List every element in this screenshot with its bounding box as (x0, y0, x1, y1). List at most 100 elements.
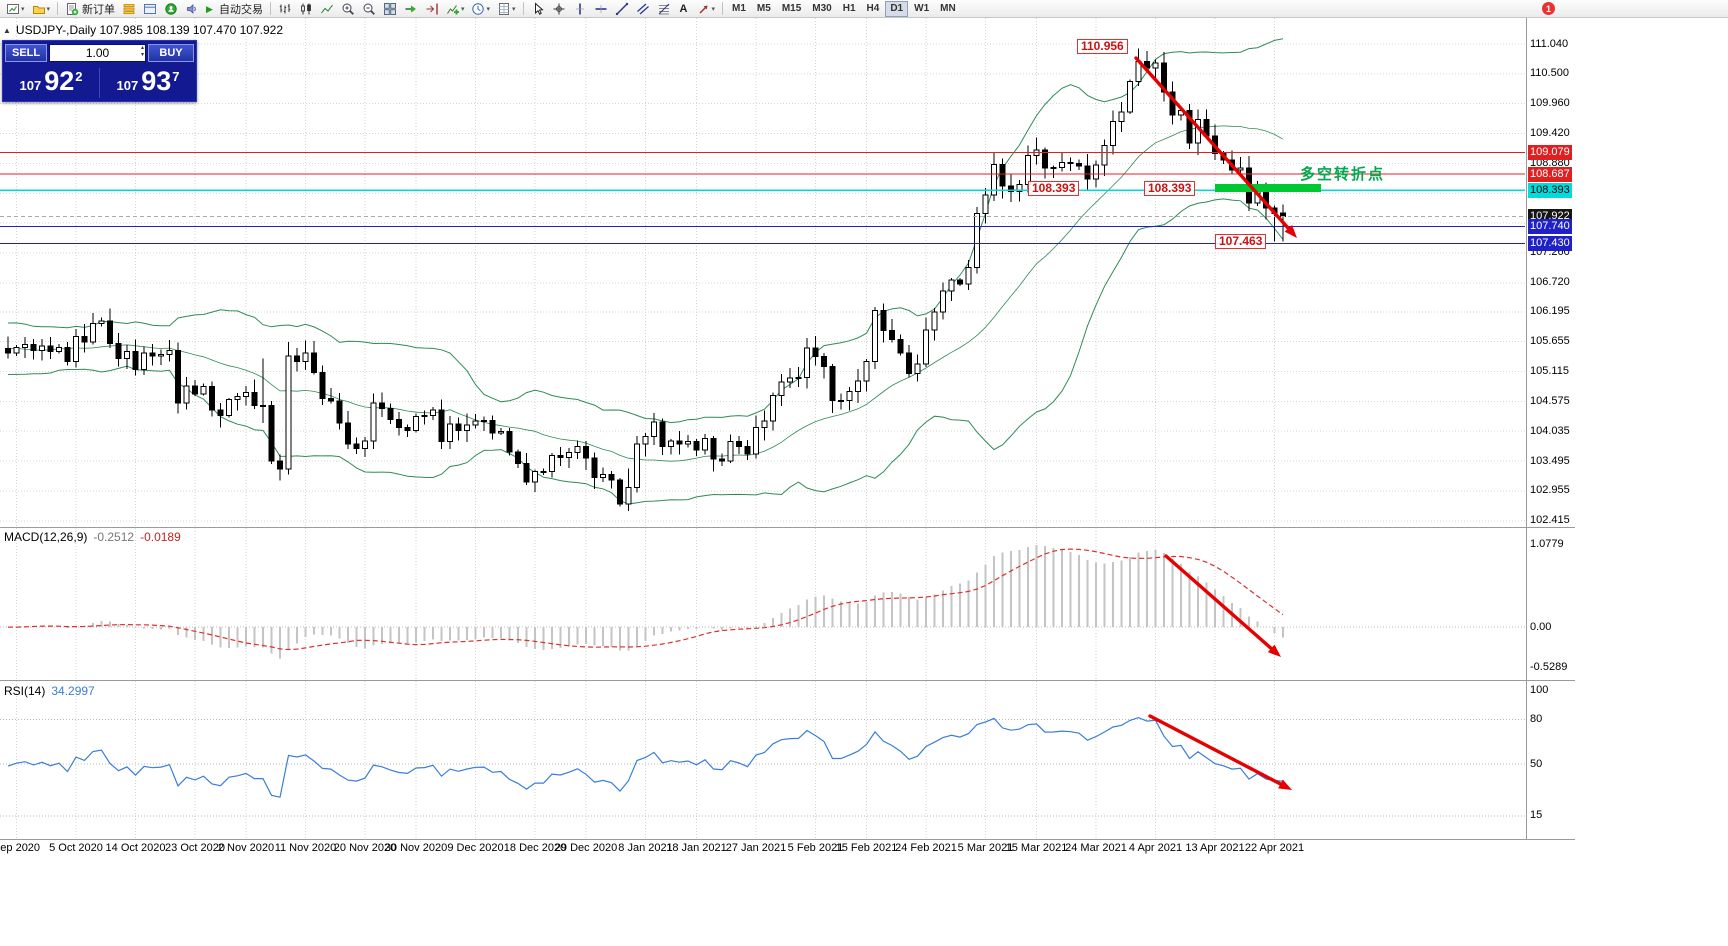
timeframe-label: M5 (756, 3, 771, 14)
candlestick-chart-button[interactable] (296, 1, 316, 17)
new-chart-button[interactable]: ▾ (3, 1, 28, 17)
one-click-panel-toggle-icon[interactable]: ▲ (3, 25, 11, 35)
timeframe-w1-button[interactable]: W1 (909, 1, 934, 17)
sell-price[interactable]: 107 92 2 (3, 67, 99, 98)
dropdown-caret-icon: ▾ (486, 5, 490, 13)
auto-scroll-button[interactable] (401, 1, 421, 17)
macd-axis-label: 1.0779 (1530, 537, 1564, 550)
zoom-in-button[interactable] (338, 1, 358, 17)
notification-badge[interactable]: 1 (1542, 2, 1555, 15)
time-axis-label: 24 Feb 2021 (895, 842, 957, 854)
channel-button[interactable] (633, 1, 653, 17)
sell-price-prefix: 107 (19, 77, 42, 93)
timeframe-label: M15 (781, 3, 802, 14)
timeframe-label: H1 (842, 3, 856, 14)
price-annotation-box[interactable]: 107.463 (1215, 234, 1267, 249)
time-axis-label: 15 Feb 2021 (835, 842, 898, 854)
macd-indicator-label: MACD(12,26,9) -0.2512 -0.0189 (4, 530, 181, 544)
bars-chart-button[interactable] (275, 1, 295, 17)
time-axis-label: 30 Nov 2020 (384, 842, 448, 854)
channel-icon (636, 3, 649, 14)
line-chart-button[interactable] (317, 1, 337, 17)
time-axis-label: 13 Apr 2021 (1185, 842, 1245, 854)
timeframe-m15-button[interactable]: M15 (777, 1, 806, 17)
crosshair-button[interactable] (549, 1, 569, 17)
timeframe-m5-button[interactable]: M5 (752, 1, 776, 17)
new-order-label: 新订单 (82, 3, 116, 16)
new-chart-icon (7, 3, 19, 14)
price-axis-tick: 102.415 (1530, 514, 1570, 527)
stepper-up-icon[interactable]: ▴ (140, 44, 144, 51)
sound-icon (187, 3, 196, 14)
stepper-down-icon[interactable]: ▾ (140, 51, 144, 58)
time-axis-label: 5 Oct 2020 (49, 842, 103, 854)
buy-price-pip: 7 (172, 68, 180, 84)
text-tool-button[interactable]: A (675, 1, 693, 17)
fibonacci-button[interactable] (654, 1, 674, 17)
candlestick-chart-icon (301, 3, 311, 14)
profiles-button[interactable]: ▾ (29, 1, 54, 17)
time-axis-label: 18 Dec 2020 (503, 842, 567, 854)
time-axis-label: 18 Jan 2021 (666, 842, 727, 854)
timeframe-mn-button[interactable]: MN (935, 1, 961, 17)
periods-icon (472, 2, 485, 15)
sound-button[interactable] (182, 1, 202, 17)
tile-windows-icon (383, 2, 396, 15)
indicators-icon (447, 4, 459, 14)
macd-main-value: -0.2512 (93, 530, 135, 544)
templates-button[interactable]: ▾ (494, 1, 519, 17)
price-axis-badge[interactable]: 107.740 (1528, 218, 1572, 234)
timeframe-h1-button[interactable]: H1 (838, 1, 861, 17)
chart-shift-button[interactable] (422, 1, 442, 17)
horizontal-line-button[interactable] (591, 1, 611, 17)
community-button[interactable] (161, 1, 181, 17)
time-axis-label: 9 Dec 2020 (447, 842, 504, 854)
price-annotation-box[interactable]: 110.956 (1077, 39, 1128, 54)
rsi-indicator-label: RSI(14) 34.2997 (4, 684, 95, 698)
tile-windows-button[interactable] (380, 1, 400, 17)
time-axis-label: 11 Nov 2020 (274, 842, 337, 854)
volume-input[interactable]: 1.00 ▴ ▾ (49, 43, 146, 62)
time-axis-label: 4 Apr 2021 (1128, 842, 1183, 854)
price-annotation-box[interactable]: 108.393 (1144, 181, 1196, 196)
buy-price[interactable]: 107 93 7 (100, 67, 196, 98)
timeframe-m30-button[interactable]: M30 (807, 1, 836, 17)
indicators-button[interactable]: ▾ (443, 1, 468, 17)
time-axis-label: 24 Mar 2021 (1065, 842, 1127, 854)
price-axis-badge[interactable]: 109.079 (1528, 144, 1572, 160)
market-depth-icon (123, 3, 135, 14)
turning-point-note[interactable]: 多空转折点 (1300, 166, 1386, 183)
zoom-in-icon (342, 3, 354, 15)
price-axis-badge[interactable]: 107.430 (1528, 236, 1572, 252)
new-order-button[interactable]: 新订单 (62, 1, 118, 17)
volume-stepper[interactable]: ▴ ▾ (141, 45, 144, 59)
macd-axis-label: -0.5289 (1530, 661, 1568, 674)
arrow-tool-button[interactable]: ▾ (694, 1, 719, 17)
data-window-button[interactable] (140, 1, 160, 17)
price-axis-badge[interactable]: 108.687 (1528, 166, 1572, 182)
line-chart-icon (321, 4, 333, 13)
cursor-button[interactable] (528, 1, 548, 17)
text-tool-label: A (679, 2, 688, 15)
macd-axis-label: 0.00 (1530, 620, 1552, 633)
dropdown-caret-icon: ▾ (46, 5, 51, 13)
market-depth-button[interactable] (119, 1, 139, 17)
rsi-axis-label: 80 (1530, 713, 1543, 726)
price-axis-tick: 104.575 (1530, 394, 1570, 407)
time-axis-label: 23 Oct 2020 (165, 842, 225, 854)
zoom-out-button[interactable] (359, 1, 379, 17)
timeframe-d1-button[interactable]: D1 (885, 0, 909, 17)
trendline-button[interactable] (612, 1, 632, 17)
price-axis-tick: 102.955 (1530, 484, 1570, 497)
timeframe-m1-button[interactable]: M1 (727, 1, 751, 17)
price-annotation-box[interactable]: 108.393 (1028, 181, 1080, 196)
sell-button[interactable]: SELL (5, 43, 48, 62)
auto-trading-button[interactable]: ▶ 自动交易 (203, 1, 266, 17)
buy-button[interactable]: BUY (148, 43, 194, 62)
price-axis-badge[interactable]: 108.393 (1528, 182, 1572, 198)
timeframe-label: M1 (732, 3, 746, 14)
vertical-line-button[interactable] (570, 1, 590, 17)
timeframe-h4-button[interactable]: H4 (862, 1, 885, 17)
periods-button[interactable]: ▾ (468, 1, 493, 17)
